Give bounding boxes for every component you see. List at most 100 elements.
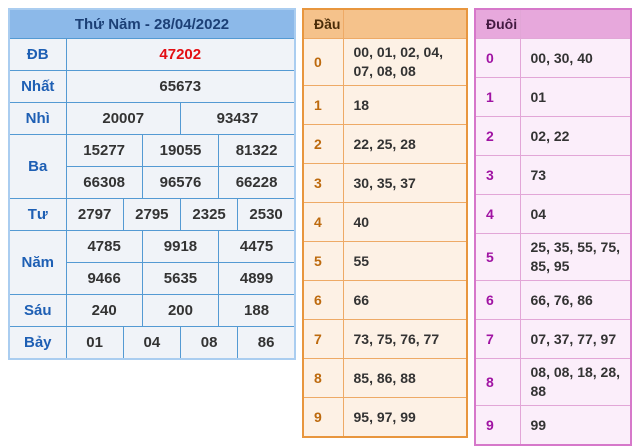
- duoi-numbers: 07, 37, 77, 97: [519, 319, 632, 359]
- duoi-numbers: 25, 35, 55, 75, 85, 95: [519, 233, 632, 281]
- prize-value: 19055: [141, 134, 220, 167]
- duoi-row: 1 01: [474, 77, 632, 117]
- dau-row: 2 22, 25, 28: [302, 124, 468, 164]
- duoi-digit: 7: [474, 319, 521, 359]
- prize-value: 9918: [141, 230, 220, 263]
- dau-row: 7 73, 75, 76, 77: [302, 319, 468, 359]
- duoi-row: 5 25, 35, 55, 75, 85, 95: [474, 233, 632, 281]
- prize-row-second: Nhì 20007 93437: [8, 102, 296, 135]
- duoi-row: 2 02, 22: [474, 116, 632, 156]
- duoi-header-row: Đuôi: [474, 8, 632, 39]
- prize-value-special: 47202: [65, 38, 296, 71]
- duoi-numbers: 02, 22: [519, 116, 632, 156]
- prize-value: 2530: [237, 198, 296, 231]
- duoi-digit: 9: [474, 405, 521, 446]
- prize-value: 5635: [141, 262, 220, 295]
- duoi-row: 9 99: [474, 405, 632, 446]
- prize-value: 81322: [218, 134, 296, 167]
- duoi-digit: 2: [474, 116, 521, 156]
- results-title: Thứ Năm - 28/04/2022: [8, 8, 296, 39]
- prize-row-fifth-1: Năm 4785 9918 4475: [8, 230, 296, 295]
- duoi-digit: 4: [474, 194, 521, 234]
- prize-label-third: Ba: [8, 134, 67, 199]
- prize-value: 66308: [65, 166, 143, 199]
- prize-value: 08: [179, 326, 239, 360]
- prize-value: 96576: [141, 166, 220, 199]
- duoi-digit: 3: [474, 155, 521, 195]
- prize-row-third-1: Ba 15277 19055 81322: [8, 134, 296, 199]
- prize-value: 66228: [218, 166, 296, 199]
- prize-label-second: Nhì: [8, 102, 67, 135]
- prize-value: 2325: [179, 198, 239, 231]
- dau-numbers: 18: [342, 85, 468, 125]
- dau-row: 5 55: [302, 241, 468, 281]
- dau-numbers: 66: [342, 280, 468, 320]
- dau-numbers: 40: [342, 202, 468, 242]
- prize-value: 4785: [65, 230, 143, 263]
- duoi-digit: 8: [474, 358, 521, 406]
- prize-row-first: Nhất 65673: [8, 70, 296, 103]
- dau-row: 0 00, 01, 02, 04, 07, 08, 08: [302, 38, 468, 86]
- prize-value: 200: [141, 294, 220, 327]
- prize-value: 240: [65, 294, 143, 327]
- duoi-row: 7 07, 37, 77, 97: [474, 319, 632, 359]
- dau-digit: 7: [302, 319, 344, 359]
- dau-numbers: 30, 35, 37: [342, 163, 468, 203]
- prize-value: 2795: [122, 198, 181, 231]
- prize-value: 15277: [65, 134, 143, 167]
- duoi-numbers: 00, 30, 40: [519, 38, 632, 78]
- prize-row-sixth: Sáu 240 200 188: [8, 294, 296, 327]
- duoi-numbers: 73: [519, 155, 632, 195]
- prize-label-fifth: Năm: [8, 230, 67, 295]
- dau-header-row: Đầu: [302, 8, 468, 39]
- duoi-digit: 5: [474, 233, 521, 281]
- prize-value: 2797: [65, 198, 124, 231]
- dau-digit: 1: [302, 85, 344, 125]
- prize-label-sixth: Sáu: [8, 294, 67, 327]
- duoi-row: 4 04: [474, 194, 632, 234]
- duoi-row: 8 08, 08, 18, 28, 88: [474, 358, 632, 406]
- dau-numbers: 55: [342, 241, 468, 281]
- dau-numbers: 85, 86, 88: [342, 358, 468, 398]
- duoi-digit: 6: [474, 280, 521, 320]
- dau-row: 8 85, 86, 88: [302, 358, 468, 398]
- dau-numbers: 73, 75, 76, 77: [342, 319, 468, 359]
- duoi-header-spacer: [519, 8, 632, 39]
- dau-digit: 5: [302, 241, 344, 281]
- dau-digit: 0: [302, 38, 344, 86]
- duoi-numbers: 99: [519, 405, 632, 446]
- duoi-numbers: 01: [519, 77, 632, 117]
- duoi-header: Đuôi: [474, 8, 521, 39]
- prize-row-special: ĐB 47202: [8, 38, 296, 71]
- duoi-numbers: 66, 76, 86: [519, 280, 632, 320]
- duoi-digit: 0: [474, 38, 521, 78]
- duoi-numbers: 04: [519, 194, 632, 234]
- dau-row: 3 30, 35, 37: [302, 163, 468, 203]
- results-header-row: Thứ Năm - 28/04/2022: [8, 8, 296, 39]
- prize-value: 65673: [65, 70, 296, 103]
- prize-value: 20007: [65, 102, 181, 135]
- prize-value: 4475: [218, 230, 296, 263]
- duoi-row: 0 00, 30, 40: [474, 38, 632, 78]
- dau-header: Đầu: [302, 8, 344, 39]
- prize-row-seventh: Bảy 01 04 08 86: [8, 326, 296, 360]
- duoi-table: Đuôi 0 00, 30, 40 1 01 2 02, 22 3 73 4 0…: [474, 8, 632, 446]
- prize-label-fourth: Tư: [8, 198, 67, 231]
- duoi-row: 3 73: [474, 155, 632, 195]
- dau-row: 1 18: [302, 85, 468, 125]
- duoi-row: 6 66, 76, 86: [474, 280, 632, 320]
- dau-numbers: 00, 01, 02, 04, 07, 08, 08: [342, 38, 468, 86]
- prize-row-third-2: 66308 96576 66228: [9, 166, 296, 199]
- dau-row: 4 40: [302, 202, 468, 242]
- dau-digit: 2: [302, 124, 344, 164]
- dau-digit: 3: [302, 163, 344, 203]
- prize-value: 01: [65, 326, 124, 360]
- prize-label-seventh: Bảy: [8, 326, 67, 360]
- prize-row-fourth: Tư 2797 2795 2325 2530: [8, 198, 296, 231]
- results-table: Thứ Năm - 28/04/2022 ĐB 47202 Nhất 65673…: [8, 8, 296, 360]
- prize-label-first: Nhất: [8, 70, 67, 103]
- prize-value: 9466: [65, 262, 143, 295]
- dau-numbers: 95, 97, 99: [342, 397, 468, 438]
- duoi-digit: 1: [474, 77, 521, 117]
